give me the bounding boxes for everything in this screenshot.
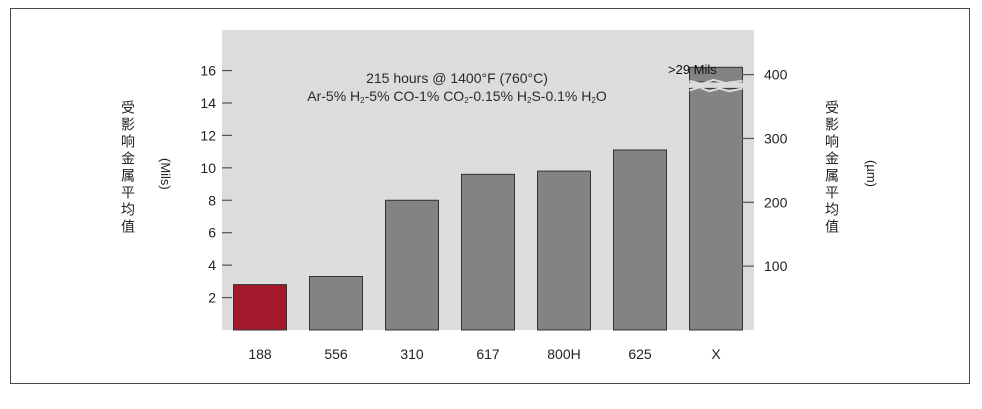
bar-X-break-upper xyxy=(689,78,743,85)
bar-556 xyxy=(309,275,363,331)
y-right-tick-label: 400 xyxy=(764,67,788,83)
y-left-tick-label: 8 xyxy=(208,192,216,208)
bar-x-overflow-label: >29 Mils xyxy=(668,62,717,77)
y-left-tick-label: 6 xyxy=(208,225,216,241)
bar-188 xyxy=(233,284,287,331)
x-tick-label: 310 xyxy=(400,346,424,362)
x-tick-label: X xyxy=(711,346,721,362)
y-right-tick-label: 300 xyxy=(764,130,788,146)
bar-625 xyxy=(613,149,667,331)
y-axis-left-unit: (Mils) xyxy=(158,158,173,190)
chart-annotation: 215 hours @ 1400°F (760°C) Ar-5% H2-5% C… xyxy=(222,69,692,110)
x-tick-label: 556 xyxy=(324,346,348,362)
y-axis-right-label: 受影响金属平均值 xyxy=(824,100,840,236)
x-tick-label: 617 xyxy=(476,346,500,362)
y-right-tick-label: 100 xyxy=(764,258,788,274)
annotation-line-1: 215 hours @ 1400°F (760°C) xyxy=(366,70,548,86)
y-axis-left-label: 受影响金属平均值 xyxy=(120,100,136,236)
bar-800H xyxy=(537,170,591,331)
x-tick-label: 188 xyxy=(248,346,272,362)
y-left-tick-label: 16 xyxy=(200,63,216,79)
x-tick-label: 625 xyxy=(628,346,652,362)
annotation-line-2: Ar-5% H2-5% CO-1% CO2-0.15% H2S-0.1% H2O xyxy=(307,88,607,105)
bar-310 xyxy=(385,199,439,331)
y-left-tick-label: 2 xyxy=(208,290,216,306)
y-axis-right-unit: (µm) xyxy=(864,160,879,187)
y-right-tick-label: 200 xyxy=(764,194,788,210)
y-left-tick-label: 12 xyxy=(200,127,216,143)
x-tick-label: 800H xyxy=(547,346,580,362)
y-left-tick-label: 10 xyxy=(200,160,216,176)
bar-617 xyxy=(461,173,515,331)
y-left-tick-label: 4 xyxy=(208,257,216,273)
y-left-tick-label: 14 xyxy=(200,95,216,111)
bar-X-break-lower xyxy=(689,86,743,93)
bar-X xyxy=(689,87,743,331)
